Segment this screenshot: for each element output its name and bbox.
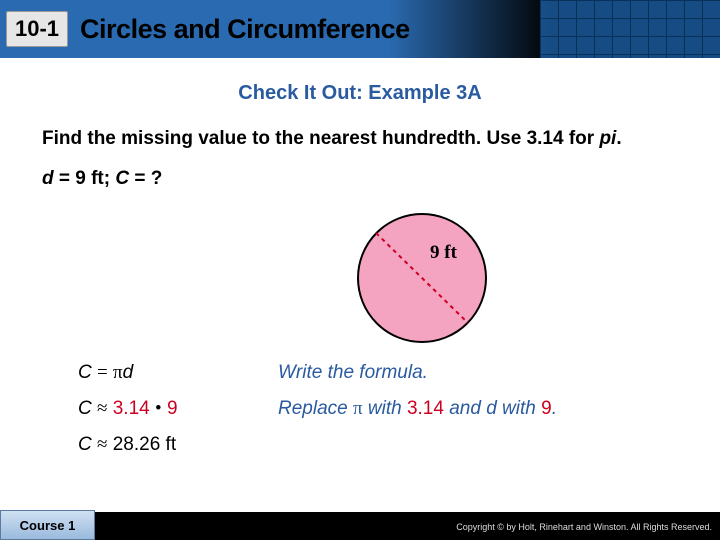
lesson-number-badge: 10-1 xyxy=(6,11,68,47)
step-math-formula: C = πd xyxy=(78,362,278,384)
step-explain-formula: Write the formula. xyxy=(278,362,678,384)
header-grid-decoration xyxy=(540,0,720,58)
step-math-answer: C ≈ 28.26 ft xyxy=(78,434,278,456)
expl-post: . xyxy=(552,398,557,419)
step-explain-answer xyxy=(278,434,678,456)
expl-mid: with xyxy=(363,398,407,419)
given-c-var: C xyxy=(115,168,129,189)
math-dot: • xyxy=(155,398,162,419)
math-ans: 28.26 ft xyxy=(113,434,176,455)
lesson-title: Circles and Circumference xyxy=(80,14,410,45)
copyright-text: Copyright © by Holt, Rinehart and Winsto… xyxy=(456,522,712,532)
solution-steps: C = πd Write the formula. C ≈ 3.14 • 9 R… xyxy=(78,362,678,470)
step-row-substitute: C ≈ 3.14 • 9 Replace π with 3.14 and d w… xyxy=(78,398,678,420)
given-d-var: d xyxy=(42,168,54,189)
content-area: Check It Out: Example 3A Find the missin… xyxy=(0,58,720,190)
footer-bar: Copyright © by Holt, Rinehart and Winsto… xyxy=(0,512,720,540)
course-label: Course 1 xyxy=(20,518,76,533)
math-c2: C xyxy=(78,398,92,419)
instruction-pi: pi xyxy=(599,128,616,149)
expl-dval: 9 xyxy=(541,398,552,419)
instruction-period: . xyxy=(616,128,621,149)
math-d: d xyxy=(123,362,134,383)
math-dval: 9 xyxy=(167,398,178,419)
math-approx: ≈ xyxy=(97,398,107,419)
diameter-label: 9 ft xyxy=(430,242,458,263)
header-bar: 10-1 Circles and Circumference xyxy=(0,0,720,58)
given-eq1: = 9 ft; xyxy=(54,168,116,189)
given-values: d = 9 ft; C = ? xyxy=(42,168,678,190)
expl-pre: Replace xyxy=(278,398,353,419)
math-pival: 3.14 xyxy=(113,398,150,419)
circle-diagram: 9 ft xyxy=(350,198,510,358)
math-c: C xyxy=(78,362,92,383)
math-pi: π xyxy=(113,362,123,383)
math-approx2: ≈ xyxy=(97,434,107,455)
step-math-substitute: C ≈ 3.14 • 9 xyxy=(78,398,278,420)
given-eq2: = ? xyxy=(129,168,162,189)
step-row-formula: C = πd Write the formula. xyxy=(78,362,678,384)
example-subtitle: Check It Out: Example 3A xyxy=(42,82,678,105)
instruction-text: Find the missing value to the nearest hu… xyxy=(42,127,678,152)
circle-svg: 9 ft xyxy=(350,198,510,358)
expl-pival: 3.14 xyxy=(407,398,444,419)
math-eq: = xyxy=(97,362,108,383)
course-badge: Course 1 xyxy=(0,510,95,540)
expl-pi: π xyxy=(353,398,363,419)
instruction-main: Find the missing value to the nearest hu… xyxy=(42,128,599,149)
step-explain-substitute: Replace π with 3.14 and d with 9. xyxy=(278,398,678,420)
math-c3: C xyxy=(78,434,92,455)
expl-mid2: and d with xyxy=(444,398,541,419)
step-row-answer: C ≈ 28.26 ft xyxy=(78,434,678,456)
